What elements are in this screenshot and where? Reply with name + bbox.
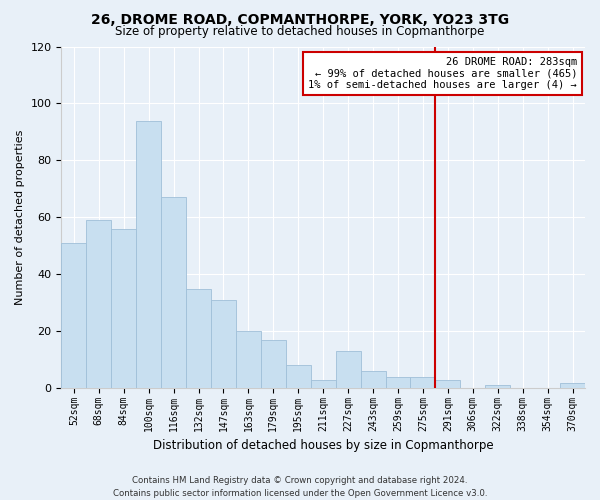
Bar xyxy=(111,229,136,388)
Bar xyxy=(335,352,361,389)
Bar xyxy=(410,377,436,388)
Bar xyxy=(236,332,261,388)
Bar xyxy=(361,371,386,388)
Bar xyxy=(86,220,111,388)
Bar xyxy=(211,300,236,388)
Bar xyxy=(261,340,286,388)
Bar xyxy=(61,243,86,388)
Text: Size of property relative to detached houses in Copmanthorpe: Size of property relative to detached ho… xyxy=(115,25,485,38)
Y-axis label: Number of detached properties: Number of detached properties xyxy=(15,130,25,305)
Bar xyxy=(436,380,460,388)
X-axis label: Distribution of detached houses by size in Copmanthorpe: Distribution of detached houses by size … xyxy=(153,440,494,452)
Bar xyxy=(161,198,186,388)
Bar xyxy=(186,288,211,388)
Text: Contains HM Land Registry data © Crown copyright and database right 2024.
Contai: Contains HM Land Registry data © Crown c… xyxy=(113,476,487,498)
Bar xyxy=(386,377,410,388)
Bar xyxy=(286,366,311,388)
Text: 26, DROME ROAD, COPMANTHORPE, YORK, YO23 3TG: 26, DROME ROAD, COPMANTHORPE, YORK, YO23… xyxy=(91,12,509,26)
Bar xyxy=(485,386,510,388)
Text: 26 DROME ROAD: 283sqm
← 99% of detached houses are smaller (465)
1% of semi-deta: 26 DROME ROAD: 283sqm ← 99% of detached … xyxy=(308,57,577,90)
Bar xyxy=(311,380,335,388)
Bar xyxy=(560,382,585,388)
Bar xyxy=(136,120,161,388)
